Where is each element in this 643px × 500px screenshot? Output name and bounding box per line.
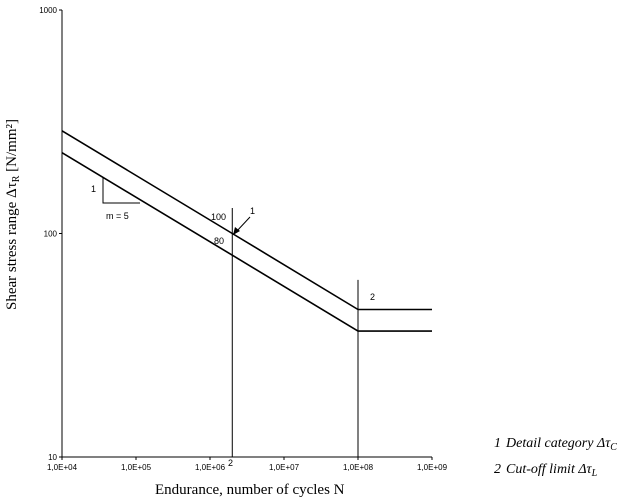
legend: 1 Detail category ΔτC 2 Cut-off limit ΔτL (494, 436, 617, 479)
legend-item-cutoff-limit: 2 Cut-off limit ΔτL (494, 462, 598, 479)
series-line-1 (61, 152, 432, 332)
legend-1-number: 1 (494, 436, 501, 451)
legend-1-symbol: Δτ (596, 436, 611, 451)
legend-2-symbol: Δτ (577, 462, 592, 477)
x-axis-title: Endurance, number of cycles N (155, 482, 345, 498)
x-tick-label-5: 1,0E+09 (417, 463, 448, 472)
legend-2-sub: L (591, 468, 598, 479)
y-tick-label-0: 10 (48, 453, 57, 462)
annotation-marker-1: 1 (250, 206, 255, 216)
y-axis-title-main: Shear stress range Δτ (4, 182, 20, 310)
annotation-arrowhead (233, 227, 240, 235)
slope-triangle-rise-label: 1 (91, 184, 96, 194)
y-tick-label-2: 1000 (39, 6, 57, 15)
x-tick-label-4: 1,0E+08 (343, 463, 374, 472)
annotation-detail-100: 100 (211, 212, 226, 222)
slope-triangle-slope-label: m = 5 (106, 211, 129, 221)
annotation-arrow-shaft (235, 216, 251, 233)
legend-2-text: Cut-off limit (506, 462, 578, 477)
annotation-detail-80: 80 (214, 236, 224, 246)
x-tick-label-1: 1,0E+05 (121, 463, 152, 472)
y-axis-title-sub: R (11, 175, 22, 182)
legend-2-number: 2 (494, 462, 501, 477)
y-tick-label-1: 100 (44, 230, 58, 239)
vline-label-2: 2 (228, 458, 233, 468)
legend-1-sub: C (610, 442, 617, 453)
x-tick-label-0: 1,0E+04 (47, 463, 78, 472)
x-tick-label-2: 1,0E+06 (195, 463, 226, 472)
slope-triangle: 1 m = 5 (91, 177, 140, 221)
x-axis-ticks: 1,0E+04 1,0E+05 1,0E+06 1,0E+07 1,0E+08 1,0E+… (47, 457, 448, 472)
y-axis-ticks: 10 100 1000 (39, 6, 62, 462)
slope-triangle-legs (102, 177, 140, 204)
y-axis-title-unit: [N/mm²] (4, 119, 20, 176)
annotation-marker-2: 2 (370, 292, 375, 302)
y-axis-title: Shear stress range ΔτR [N/mm²] (4, 119, 22, 310)
legend-1-text: Detail category (505, 436, 597, 451)
series-group (61, 130, 432, 332)
legend-item-detail-category: 1 Detail category ΔτC (494, 436, 617, 453)
series-line-0 (61, 130, 432, 311)
x-tick-label-3: 1,0E+07 (269, 463, 300, 472)
